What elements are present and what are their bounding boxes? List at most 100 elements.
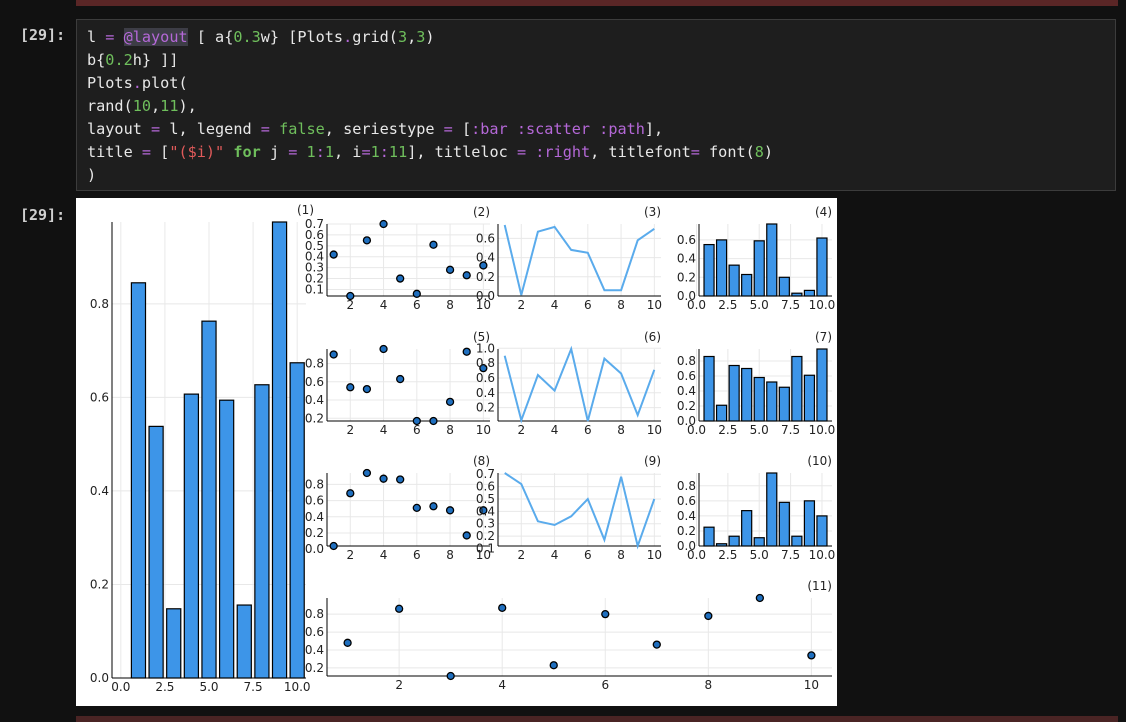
panel-3-xtick-label: 8: [617, 298, 625, 312]
panel-6-ytick-label: 0.2: [476, 401, 495, 415]
panel-8-xtick-label: 4: [380, 548, 388, 562]
panel-2-point: [379, 219, 388, 229]
panel-10-xtick-label: 0.0: [687, 548, 706, 562]
panel-4-bar: [816, 237, 828, 297]
plot-output: 0.0 2.5 5.0 7.5 10.0 0.0 0.2 0.4 0.6 0.8 (1) 2 4 6 8 10…: [76, 198, 837, 706]
panel-5-xtick-label: 6: [413, 423, 421, 437]
panel-4-bar: [803, 289, 816, 297]
panel-11-ytick-label: 0.2: [305, 661, 324, 675]
panel-1-xtick-label: 5.0: [199, 680, 218, 694]
panel-2-point: [362, 236, 372, 245]
panel-2-xtick-label: 6: [413, 298, 421, 312]
panel-8-ytick-label: 0.4: [305, 510, 324, 524]
panel-4-bar: [766, 223, 778, 297]
panel-7-bar: [753, 376, 765, 422]
panel-1-ytick-label: 0.2: [90, 577, 109, 591]
panel-2-ytick-label: 0.1: [305, 282, 324, 296]
panel-10-bar: [741, 510, 753, 547]
panel-4-bar: [728, 264, 740, 297]
panel-2-point: [412, 289, 421, 298]
panel-1-bar: [236, 604, 252, 679]
panel-9-xtick-label: 4: [551, 548, 559, 562]
code-cell[interactable]: l = @layout [ a{0.3w} [Plots.grid(3,3) b…: [76, 19, 1116, 191]
panel-11-point: [755, 593, 765, 603]
panel-8-ytick-label: 0.0: [305, 542, 324, 556]
panel-1-bar: [183, 393, 200, 679]
panel-8-xtick-label: 10: [476, 548, 491, 562]
panel-9-ytick-label: 0.7: [476, 467, 495, 481]
panel-4-bar: [741, 273, 753, 297]
panel-7-bar: [728, 364, 740, 422]
panel-11-point: [601, 609, 610, 619]
panel-11-point: [807, 651, 816, 660]
panel-2-point: [462, 271, 471, 280]
panel-8-point: [396, 475, 405, 484]
panel-2-ytick-label: 0.4: [305, 250, 324, 264]
panel-2-point: [429, 240, 438, 249]
panel-10-xtick-label: 5.0: [750, 548, 769, 562]
panel-10-xtick-label: 7.5: [781, 548, 800, 562]
panel-11-point: [343, 638, 352, 647]
panel-7-bar: [703, 355, 715, 422]
panel-2-ytick-label: 0.3: [305, 261, 324, 275]
panel-6-xtick-label: 8: [617, 423, 625, 437]
panel-3-xtick-label: 2: [517, 298, 525, 312]
panel-7-xtick-label: 0.0: [687, 423, 706, 437]
panel-7-title: (7): [815, 330, 832, 344]
panel-7-xtick-label: 7.5: [781, 423, 800, 437]
panel-9-ytick-label: 0.5: [476, 492, 495, 506]
panel-3-ytick-label: 0.6: [476, 231, 495, 245]
panel-2-point: [346, 291, 355, 301]
panel-4-xtick-label: 5.0: [750, 298, 769, 312]
panel-9-line: [504, 472, 656, 550]
panel-10-title: (10): [807, 454, 832, 468]
panel-6-ytick-label: 1.0: [476, 341, 495, 355]
panel-10-bar: [766, 472, 778, 547]
panel-8-point: [346, 489, 355, 498]
panel-3-xtick-label: 6: [584, 298, 592, 312]
panel-1-xtick-label: 7.5: [244, 680, 263, 694]
panel-2-ytick-label: 0.2: [305, 272, 324, 286]
panel-4-xtick-label: 7.5: [781, 298, 800, 312]
panel-9-xtick-label: 10: [647, 548, 662, 562]
panel-7-ytick-label: 0.8: [677, 354, 696, 368]
panel-2-xtick-label: 2: [346, 298, 354, 312]
panel-2-title: (2): [473, 205, 490, 219]
panel-11-title: (11): [807, 579, 832, 593]
panel-11-point: [549, 661, 558, 670]
panel-4-bar: [791, 292, 803, 297]
panel-10-bar: [778, 501, 790, 547]
panel-11-point: [394, 604, 404, 613]
panel-6-ytick-label: 0.8: [476, 356, 495, 370]
panel-10-bar: [715, 543, 728, 547]
panel-2-point: [479, 261, 488, 270]
panel-5-point: [462, 347, 471, 356]
panel-4-xtick-label: 0.0: [687, 298, 706, 312]
panel-8-xtick-label: 8: [446, 548, 454, 562]
panel-7-bar: [803, 374, 816, 422]
code-editor[interactable]: l = @layout [ a{0.3w} [Plots.grid(3,3) b…: [87, 28, 774, 184]
panel-7-xtick-label: 10.0: [809, 423, 836, 437]
panel-6-ytick-label: 0.6: [476, 371, 495, 385]
panel-4-bar: [715, 239, 728, 297]
panel-5-title: (5): [473, 330, 490, 344]
panel-8-title: (8): [473, 454, 490, 468]
panel-2-ytick-label: 0.6: [305, 228, 324, 242]
panel-5-xtick-label: 2: [346, 423, 354, 437]
panel-1-ytick-label: 0.4: [90, 484, 109, 498]
panel-7-bar: [791, 355, 803, 422]
panel-11-ytick-label: 0.6: [305, 625, 324, 639]
panel-10-bar: [791, 535, 803, 547]
panel-2-point: [329, 250, 338, 259]
panel-1-bar: [201, 320, 217, 679]
panel-10-ytick-label: 0.6: [677, 494, 696, 508]
panel-6-ytick-label: 0.4: [476, 386, 495, 400]
panel-4-xtick-label: 2.5: [718, 298, 737, 312]
panel-11-xtick-label: 8: [705, 678, 713, 692]
panel-3-line: [503, 224, 655, 296]
panel-7-ytick-label: 0.2: [677, 399, 696, 413]
panel-10-bar: [753, 537, 765, 547]
panel-9-xtick-label: 6: [584, 548, 592, 562]
panel-4-bar: [778, 276, 790, 297]
panel-5-point: [445, 397, 455, 407]
